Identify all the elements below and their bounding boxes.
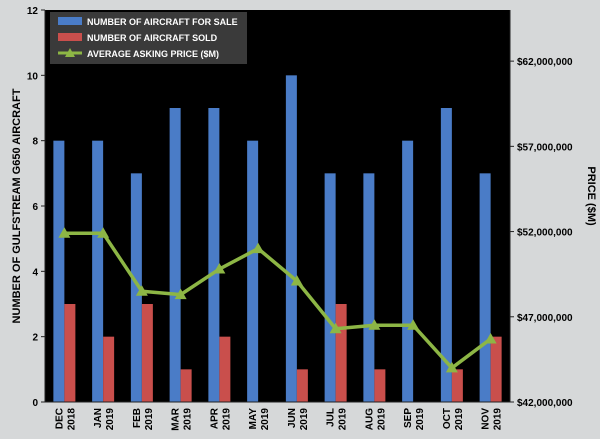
x-tick-label-year: 2019 — [493, 408, 504, 431]
right-tick-label: $47,000,000 — [517, 313, 573, 324]
x-tick-label-year: 2019 — [415, 408, 426, 431]
x-tick-label-month: JAN — [93, 408, 104, 428]
right-tick-label: $62,000,000 — [517, 57, 573, 68]
x-tick-label-month: DEC — [54, 408, 65, 429]
right-tick-label: $42,000,000 — [517, 398, 573, 409]
x-tick-label-month: SEP — [403, 408, 414, 428]
bar-for-sale — [169, 108, 181, 402]
x-tick-label-month: JUN — [287, 408, 298, 428]
y2-axis-title: PRICE ($M) — [585, 166, 597, 226]
x-tick-label-year: 2019 — [221, 408, 232, 431]
left-tick-label: 8 — [32, 137, 38, 148]
price-marker — [407, 319, 420, 330]
legend-swatch-marker — [65, 48, 75, 57]
bar-for-sale — [285, 75, 297, 402]
price-marker — [329, 322, 342, 334]
x-tick-label-month: OCT — [442, 408, 453, 429]
price-marker — [445, 361, 458, 373]
legend-label: NUMBER OF AIRCRAFT SOLD — [87, 33, 218, 43]
bar-sold — [451, 369, 463, 402]
left-tick-label: 0 — [32, 398, 38, 409]
price-marker — [174, 288, 187, 300]
price-marker — [97, 227, 110, 238]
legend-box — [50, 12, 247, 64]
x-tick-label-year: 2019 — [105, 408, 116, 431]
x-tick-label-year: 2019 — [299, 408, 310, 431]
legend-label: AVERAGE ASKING PRICE ($M) — [87, 49, 219, 59]
price-marker — [252, 242, 265, 254]
price-marker — [484, 332, 497, 344]
bar-for-sale — [53, 140, 65, 402]
bar-for-sale — [479, 173, 491, 402]
x-tick-label-year: 2019 — [260, 408, 271, 431]
bar-for-sale — [130, 173, 142, 402]
x-tick-label-month: APR — [209, 407, 220, 429]
price-marker — [368, 319, 381, 330]
bar-sold — [374, 369, 386, 402]
x-tick-label-year: 2019 — [338, 408, 349, 431]
bar-sold — [335, 304, 347, 402]
legend-swatch — [58, 33, 82, 41]
left-tick-label: 12 — [27, 6, 39, 17]
x-tick-label-year: 2019 — [144, 408, 155, 431]
x-tick-label-month: MAY — [248, 408, 259, 430]
x-tick-label-year: 2019 — [183, 408, 194, 431]
bar-sold — [296, 369, 308, 402]
bar-sold — [103, 336, 115, 402]
x-tick-label-year: 2019 — [376, 408, 387, 431]
legend-label: NUMBER OF AIRCRAFT FOR SALE — [87, 17, 238, 27]
bar-for-sale — [324, 173, 336, 402]
bar-sold — [490, 336, 502, 402]
bar-sold — [219, 336, 231, 402]
bar-for-sale — [363, 173, 375, 402]
bar-for-sale — [92, 140, 104, 402]
x-tick-label-month: FEB — [132, 408, 143, 428]
bar-for-sale — [247, 140, 259, 402]
left-tick-label: 10 — [27, 71, 39, 82]
price-marker — [213, 263, 226, 274]
x-tick-label-month: NOV — [481, 408, 492, 430]
bar-for-sale — [402, 140, 414, 402]
bar-sold — [180, 369, 192, 402]
y-axis-title: NUMBER OF GULFSTREAM G650 AIRCRAFT — [11, 88, 23, 323]
price-marker — [135, 285, 148, 296]
plot-area — [45, 10, 510, 402]
left-tick-label: 6 — [32, 202, 38, 213]
x-tick-label-month: MAR — [171, 407, 182, 431]
bar-for-sale — [208, 108, 220, 402]
right-tick-label: $52,000,000 — [517, 228, 573, 239]
x-tick-label-month: AUG — [364, 408, 375, 430]
bar-sold — [64, 304, 76, 402]
right-tick-label: $57,000,000 — [517, 142, 573, 153]
price-line — [64, 231, 492, 370]
x-tick-label-month: JUL — [326, 408, 337, 427]
left-tick-label: 2 — [32, 333, 38, 344]
left-tick-label: 4 — [32, 267, 38, 278]
bar-sold — [141, 304, 153, 402]
price-marker — [58, 227, 71, 238]
legend-swatch — [58, 17, 82, 25]
price-marker — [290, 274, 303, 286]
bar-for-sale — [440, 108, 452, 402]
x-tick-label-year: 2019 — [454, 408, 465, 431]
x-tick-label-year: 2018 — [66, 408, 77, 431]
